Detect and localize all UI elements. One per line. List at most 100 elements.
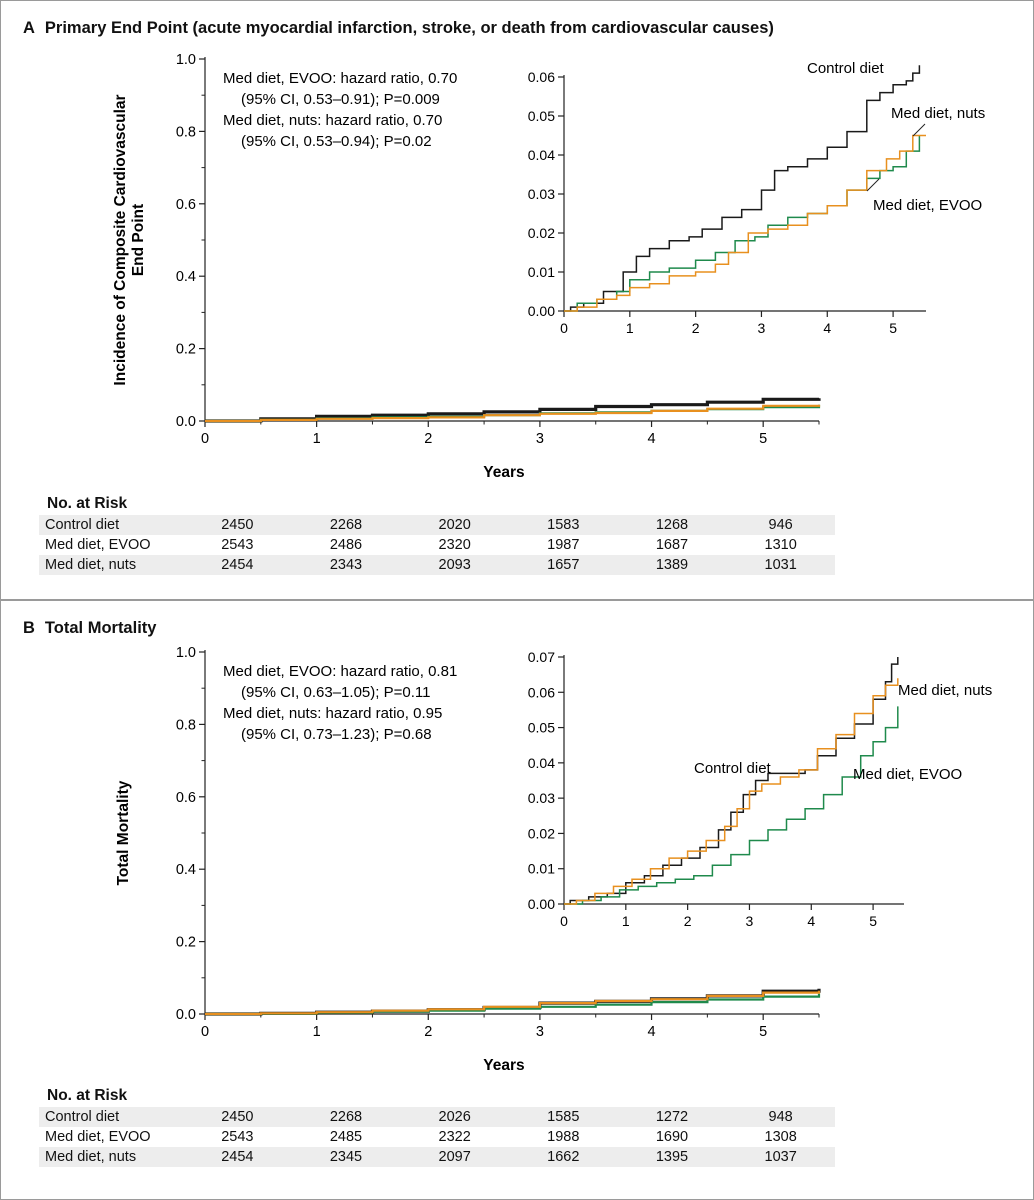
risk-cell: 2097	[400, 1147, 509, 1167]
risk-row-label: Med diet, nuts	[39, 555, 183, 575]
y-axis-label-line: End Point	[130, 204, 147, 276]
y-tick-label: 0.01	[528, 861, 555, 877]
risk-cell: 1662	[508, 1147, 618, 1167]
y-tick-label: 0.2	[176, 935, 196, 951]
risk-cell: 946	[726, 515, 835, 535]
series-line-nuts	[564, 134, 926, 312]
x-tick-label: 2	[424, 431, 432, 447]
risk-cell: 2454	[183, 555, 292, 575]
panel-title: B Total Mortality	[23, 619, 156, 638]
risk-cell: 2450	[183, 515, 292, 535]
risk-table-title: No. at Risk	[47, 1087, 128, 1104]
x-tick-label: 4	[648, 1024, 656, 1040]
risk-cell: 1308	[764, 1129, 797, 1145]
y-tick-label: 0.6	[176, 790, 196, 806]
panel-title-text: Total Mortality	[44, 619, 157, 637]
y-tick-label: 0.04	[528, 147, 555, 163]
x-axis-label: Years	[483, 464, 524, 481]
risk-row-label: Med diet, nuts	[39, 1147, 183, 1167]
risk-cell: 2485	[329, 1129, 363, 1145]
risk-cell: 2543	[221, 1129, 254, 1145]
risk-row-label: Control diet	[39, 515, 183, 535]
risk-cell: 1395	[617, 1147, 727, 1167]
x-tick-label: 3	[746, 913, 754, 929]
risk-cell: 2268	[291, 1107, 401, 1127]
risk-cell: 2322	[438, 1129, 471, 1145]
x-tick-label: 3	[758, 320, 766, 336]
risk-cell: 1657	[508, 555, 618, 575]
series-label: Control diet	[694, 760, 772, 777]
y-tick-label: 0.8	[176, 717, 196, 733]
risk-cell: 1585	[508, 1107, 618, 1127]
x-tick-label: 5	[889, 320, 897, 336]
series-label-leader	[912, 123, 926, 137]
y-tick-label: 0.04	[528, 755, 555, 771]
y-tick-label: 0.05	[528, 720, 555, 736]
series-label: Control diet	[807, 60, 885, 77]
risk-cell: 2093	[400, 555, 509, 575]
hazard-ratio-text: Med diet, EVOO: hazard ratio, 0.70	[223, 70, 457, 87]
x-tick-label: 0	[560, 320, 568, 336]
series-label: Med diet, nuts	[898, 682, 992, 699]
y-tick-label: 0.03	[528, 790, 555, 806]
risk-row: Control diet 2450 2268 2026 1585 1272 94…	[39, 1107, 835, 1127]
panel-b: B Total Mortality 0.0 0.2 0.4 0.6 0.8 1.0 0 1 2 3 4…	[1, 601, 1033, 1199]
x-tick-label: 4	[648, 431, 656, 447]
x-tick-label: 0	[201, 431, 209, 447]
series-line-nuts	[205, 990, 821, 1016]
y-axis-label: Total Mortality	[115, 780, 132, 885]
x-tick-label: 4	[807, 913, 815, 929]
risk-table: Control diet 2450 2268 2020 1583 1268 94…	[39, 515, 835, 575]
risk-cell: 2486	[329, 537, 363, 553]
risk-row: Med diet, nuts 2454 2343 2093 1657 1389 …	[39, 555, 835, 575]
risk-row-label: Med diet, EVOO	[45, 537, 151, 553]
risk-row: Med diet, EVOO 2543 2486 2320 1987 1687 …	[39, 535, 835, 555]
risk-cell: 1987	[547, 537, 580, 553]
x-tick-label: 0	[201, 1024, 209, 1040]
y-axis-label-line: Total Mortality	[115, 780, 132, 885]
x-tick-label: 2	[692, 320, 700, 336]
panel-title-text: Primary End Point (acute myocardial infa…	[44, 19, 774, 37]
series-label-leader	[866, 178, 880, 192]
panel-letter: A	[23, 19, 35, 37]
risk-cell: 2343	[291, 555, 401, 575]
risk-cell: 1687	[655, 537, 689, 553]
hazard-ratio-text: (95% CI, 0.63–1.05); P=0.11	[241, 684, 430, 701]
risk-row: Control diet 2450 2268 2020 1583 1268 94…	[39, 515, 835, 535]
x-tick-label: 1	[313, 1024, 321, 1040]
risk-row: Med diet, nuts 2454 2345 2097 1662 1395 …	[39, 1147, 835, 1167]
series-line-evoo	[564, 135, 921, 312]
hazard-ratio-text: (95% CI, 0.53–0.91); P=0.009	[241, 91, 440, 108]
risk-cell: 2020	[400, 515, 509, 535]
hazard-ratio-annotation: Med diet, EVOO: hazard ratio, 0.70 (95% C…	[223, 70, 457, 150]
hazard-ratio-text: Med diet, EVOO: hazard ratio, 0.81	[223, 663, 457, 680]
x-axis-label: Years	[483, 1057, 524, 1074]
y-tick-label: 0.4	[176, 862, 196, 878]
series-line-nuts	[564, 678, 899, 905]
risk-cell: 1037	[726, 1147, 835, 1167]
series-label: Med diet, EVOO	[853, 766, 962, 783]
y-tick-label: 1.0	[176, 52, 196, 68]
series-line-control	[564, 657, 899, 905]
hazard-ratio-text: Med diet, nuts: hazard ratio, 0.70	[223, 112, 442, 129]
y-tick-label: 0.4	[176, 269, 196, 285]
risk-cell: 1389	[617, 555, 727, 575]
series-line-evoo	[564, 706, 899, 905]
risk-cell: 2450	[183, 1107, 292, 1127]
risk-cell: 1268	[617, 515, 727, 535]
main-chart: 0.0 0.2 0.4 0.6 0.8 1.0 0 1 2 3 4 5 Years Incidence o…	[112, 52, 821, 481]
series-line-nuts	[205, 404, 821, 423]
y-tick-label: 0.07	[528, 649, 555, 665]
y-tick-label: 1.0	[176, 645, 196, 661]
risk-row-label: Control diet	[39, 1107, 183, 1127]
risk-cell: 1988	[547, 1129, 580, 1145]
hazard-ratio-text: (95% CI, 0.73–1.23); P=0.68	[241, 726, 432, 743]
x-tick-label: 5	[869, 913, 877, 929]
risk-cell: 2345	[291, 1147, 401, 1167]
risk-row: Med diet, EVOO 2543 2485 2322 1988 1690 …	[39, 1127, 835, 1147]
risk-cell: 1272	[617, 1107, 727, 1127]
y-tick-label: 0.0	[176, 414, 196, 430]
series-label: Med diet, nuts	[891, 105, 985, 122]
y-tick-label: 0.02	[528, 225, 555, 241]
